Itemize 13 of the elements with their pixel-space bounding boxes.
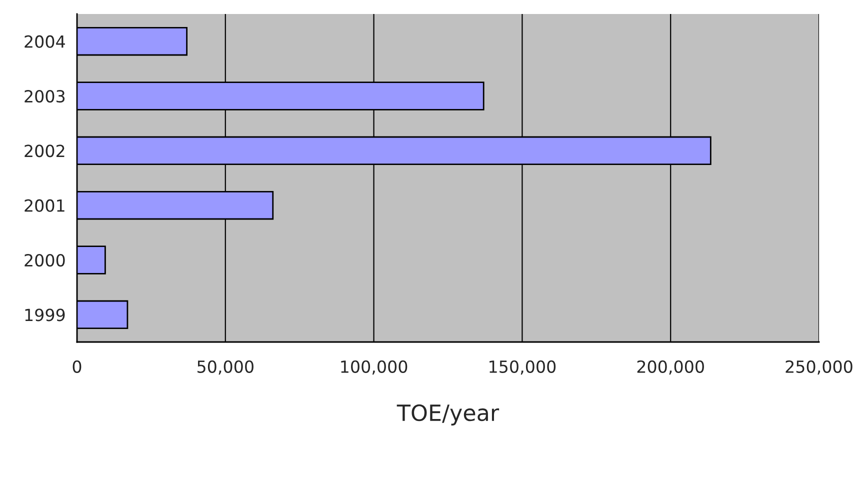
- y-tick-label: 1999: [25, 308, 65, 322]
- y-tick-label: 2004: [24, 35, 65, 48]
- x-tick-label: 200,000: [637, 360, 704, 375]
- y-tick-label: 2002: [24, 144, 64, 158]
- x-axis-title: TOE/year: [396, 404, 500, 426]
- y-tick-label: 2003: [24, 90, 65, 103]
- x-tick-label: 50,000: [198, 360, 254, 375]
- x-tick-label: 250,000: [786, 360, 852, 375]
- x-tick-label: 150,000: [490, 360, 556, 375]
- x-tick-label: 0: [72, 360, 82, 373]
- x-tick-label: 100,000: [341, 360, 408, 375]
- y-tick-label: 2001: [24, 199, 64, 212]
- y-tick-label: 2000: [24, 254, 65, 267]
